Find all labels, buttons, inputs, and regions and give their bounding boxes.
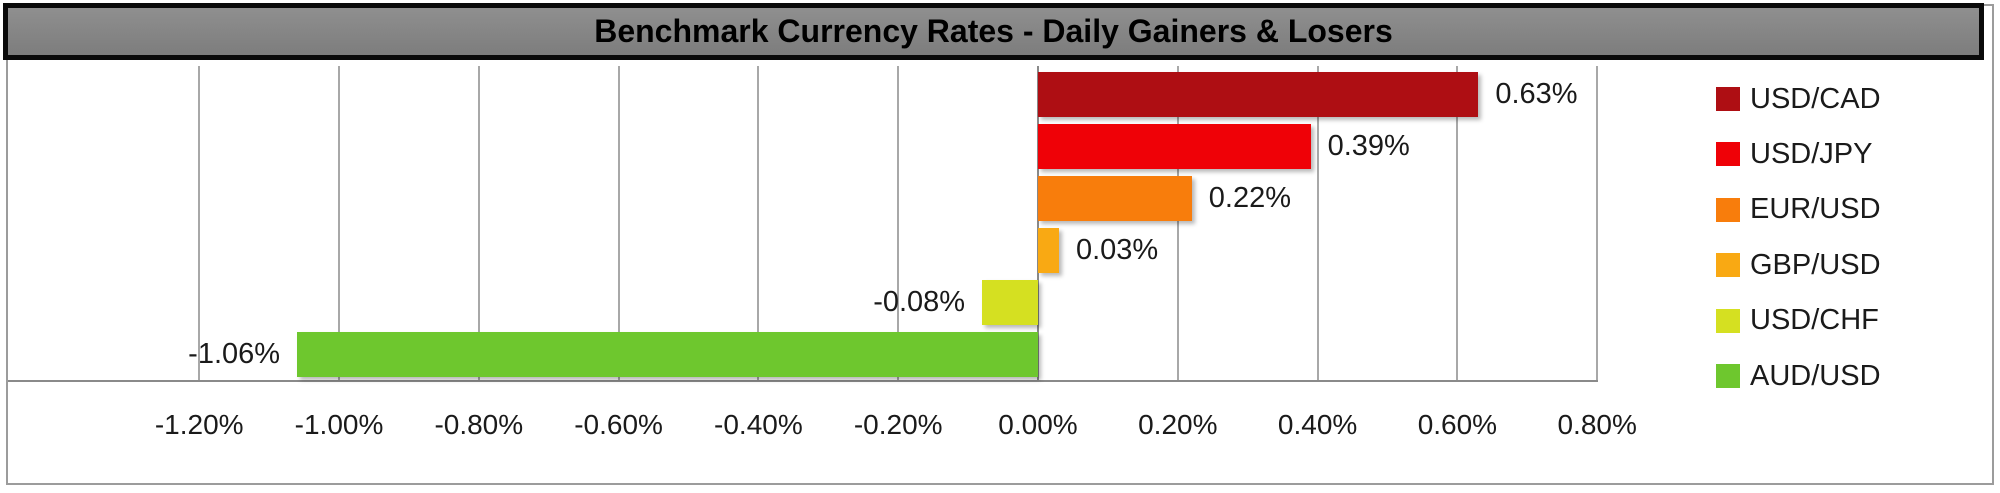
legend-item-usd-chf: USD/CHF [1716, 304, 1879, 337]
legend-label: AUD/USD [1750, 359, 1881, 392]
gridline [477, 66, 480, 380]
chart-title-bar: Benchmark Currency Rates - Daily Gainers… [3, 3, 1984, 60]
gridline [1596, 66, 1599, 380]
x-axis-tick-label: -0.80% [434, 409, 524, 440]
x-axis-tick-label: 0.00% [998, 409, 1078, 440]
legend-swatch-icon [1716, 142, 1740, 167]
bar-usd-jpy [1038, 124, 1311, 169]
bar-usd-chf [982, 280, 1038, 325]
gridline [897, 66, 900, 380]
bar-value-label-usd-jpy: 0.39% [1327, 130, 1410, 162]
x-axis-tick-label: 0.40% [1277, 409, 1358, 440]
legend-label: USD/CAD [1750, 82, 1881, 115]
legend-item-eur-usd: EUR/USD [1716, 193, 1881, 226]
legend-swatch-icon [1716, 253, 1740, 278]
chart-title: Benchmark Currency Rates - Daily Gainers… [594, 13, 1393, 49]
legend-label: USD/CHF [1750, 304, 1879, 337]
x-axis-tick-label: -0.20% [853, 409, 943, 440]
x-axis-tick-label: -1.20% [154, 409, 244, 440]
bar-eur-usd [1038, 176, 1192, 221]
legend-label: USD/JPY [1750, 137, 1873, 170]
legend-item-usd-cad: USD/CAD [1716, 82, 1881, 115]
x-axis-tick-label: -1.00% [294, 409, 384, 440]
x-axis-tick-label: 0.20% [1138, 409, 1218, 440]
bar-gbp-usd [1038, 228, 1059, 273]
legend-label: EUR/USD [1750, 193, 1881, 226]
gridline [1316, 66, 1319, 380]
legend-swatch-icon [1716, 308, 1740, 333]
gridline [617, 66, 620, 380]
legend-item-gbp-usd: GBP/USD [1716, 248, 1881, 281]
legend-swatch-icon [1716, 197, 1740, 222]
bar-usd-cad [1038, 72, 1479, 117]
x-axis-tick-label: -0.60% [574, 409, 663, 440]
gridline [1456, 66, 1459, 380]
bar-value-label-gbp-usd: 0.03% [1075, 234, 1159, 266]
x-axis-tick-label: 0.60% [1417, 409, 1498, 440]
legend-swatch-icon [1716, 364, 1740, 388]
bar-aud-usd [297, 332, 1038, 377]
legend-swatch-icon [1716, 87, 1740, 111]
bar-value-label-aud-usd: -1.06% [188, 338, 281, 370]
x-axis-tick-label: -0.40% [714, 409, 803, 440]
gridline [1176, 66, 1179, 380]
legend-item-usd-jpy: USD/JPY [1716, 137, 1873, 170]
gridline [338, 66, 340, 380]
zero-gridline [1037, 66, 1039, 380]
gridline [757, 66, 760, 380]
legend-item-aud-usd: AUD/USD [1716, 359, 1881, 392]
bar-value-label-usd-chf: -0.08% [873, 286, 966, 318]
gridline [198, 66, 201, 380]
bar-value-label-eur-usd: 0.22% [1208, 182, 1291, 214]
x-axis-line [8, 380, 1599, 382]
legend-label: GBP/USD [1750, 248, 1881, 281]
bar-value-label-usd-cad: 0.63% [1495, 78, 1578, 110]
x-axis-tick-label: 0.80% [1557, 409, 1637, 440]
